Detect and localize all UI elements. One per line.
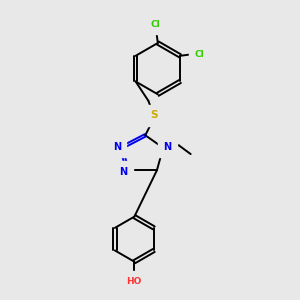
Text: Cl: Cl <box>195 50 204 59</box>
Text: S: S <box>150 110 158 120</box>
Text: N: N <box>119 167 127 177</box>
Text: N: N <box>164 142 172 152</box>
Text: HO: HO <box>126 277 141 286</box>
Text: N: N <box>113 142 121 152</box>
Text: Cl: Cl <box>150 20 160 29</box>
